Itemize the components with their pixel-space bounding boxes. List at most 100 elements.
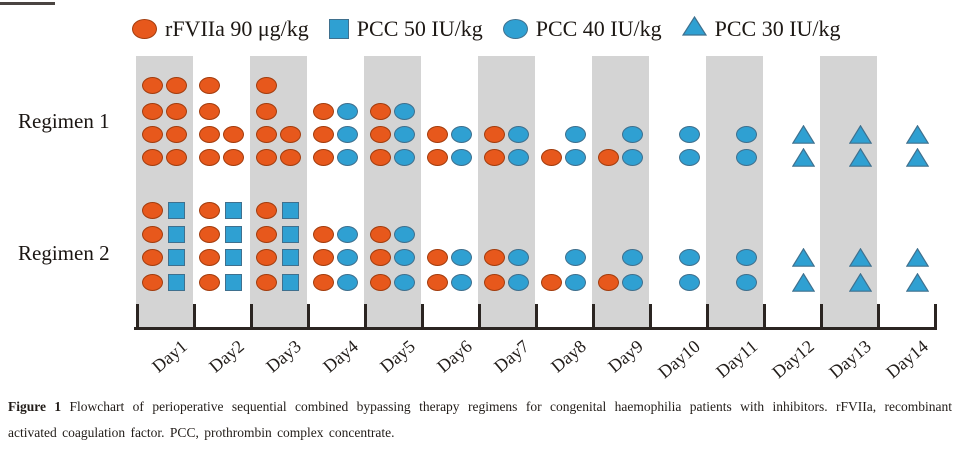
regimen-1-label: Regimen 1 xyxy=(18,109,110,133)
dose-marker-o xyxy=(198,201,220,219)
axis-label-day5: Day5 xyxy=(376,336,419,377)
dose-marker-b xyxy=(393,102,415,120)
dose-marker-t xyxy=(791,247,815,267)
dose-marker-b xyxy=(735,248,757,266)
dose-marker-o xyxy=(222,148,244,166)
legend-label-pcc-30: PCC 30 IU/kg xyxy=(714,16,841,41)
dose-marker-o xyxy=(426,125,448,143)
x-axis-tick xyxy=(934,304,937,330)
dose-marker-o xyxy=(141,148,163,166)
dose-marker-o xyxy=(312,148,334,166)
dose-marker-o xyxy=(597,273,619,291)
axis-label-day3: Day3 xyxy=(262,336,305,377)
dose-marker-o xyxy=(255,201,277,219)
dose-marker-b xyxy=(393,273,415,291)
dose-marker-o xyxy=(279,125,301,143)
dose-marker-t xyxy=(791,272,815,292)
x-axis-tick xyxy=(820,304,823,330)
dose-marker-b xyxy=(678,148,700,166)
blue-square-icon xyxy=(328,19,349,39)
x-axis-tick xyxy=(763,304,766,330)
dose-marker-o xyxy=(426,148,448,166)
axis-label-day1: Day1 xyxy=(148,336,191,377)
dose-marker-o xyxy=(141,225,163,243)
dose-marker-b xyxy=(393,148,415,166)
dose-marker-o xyxy=(369,248,391,266)
dose-marker-t xyxy=(905,247,929,267)
axis-label-day7: Day7 xyxy=(490,336,533,377)
dose-marker-b xyxy=(564,248,586,266)
dose-marker-o xyxy=(141,201,163,219)
blue-ellipse-icon xyxy=(502,19,528,39)
dose-marker-s xyxy=(281,225,299,243)
dose-marker-o xyxy=(597,148,619,166)
dose-marker-o xyxy=(198,248,220,266)
axis-label-day13: Day13 xyxy=(825,336,875,383)
dose-marker-s xyxy=(224,273,242,291)
x-axis-tick xyxy=(478,304,481,330)
legend-item-pcc-30: PCC 30 IU/kg xyxy=(681,15,841,42)
dose-marker-s xyxy=(224,248,242,266)
dose-marker-s xyxy=(281,273,299,291)
legend-label-pcc-40: PCC 40 IU/kg xyxy=(535,16,662,41)
dose-marker-o xyxy=(222,125,244,143)
dose-marker-b xyxy=(621,273,643,291)
dose-marker-o xyxy=(198,102,220,120)
dose-marker-o xyxy=(198,273,220,291)
dose-marker-o xyxy=(369,273,391,291)
x-axis-tick xyxy=(877,304,880,330)
page-edge-artifact xyxy=(0,2,55,5)
dose-marker-o xyxy=(165,125,187,143)
dose-marker-s xyxy=(281,201,299,219)
dose-marker-o xyxy=(255,273,277,291)
dose-marker-b xyxy=(735,273,757,291)
dose-marker-b xyxy=(336,225,358,243)
day-band-day13 xyxy=(820,56,877,327)
figure-caption-text: Flowchart of perioperative sequential co… xyxy=(8,399,953,440)
axis-label-day11: Day11 xyxy=(711,336,761,382)
legend-label-rfviia-90: rFVIIa 90 μg/kg xyxy=(165,16,309,41)
dose-marker-b xyxy=(564,273,586,291)
dose-marker-b xyxy=(336,125,358,143)
dose-marker-t xyxy=(791,124,815,144)
dose-marker-b xyxy=(678,248,700,266)
dose-marker-b xyxy=(450,248,472,266)
dose-marker-b xyxy=(336,148,358,166)
dose-marker-o xyxy=(141,125,163,143)
axis-label-day10: Day10 xyxy=(654,336,704,383)
dose-marker-o xyxy=(141,76,163,94)
dose-marker-b xyxy=(450,125,472,143)
dose-marker-b xyxy=(393,125,415,143)
dose-marker-o xyxy=(312,225,334,243)
dose-marker-o xyxy=(369,225,391,243)
axis-label-day12: Day12 xyxy=(768,336,818,383)
dose-marker-o xyxy=(426,248,448,266)
dose-marker-b xyxy=(507,125,529,143)
dose-marker-b xyxy=(621,148,643,166)
dose-marker-t xyxy=(905,272,929,292)
dose-marker-o xyxy=(483,248,505,266)
dose-marker-o xyxy=(165,148,187,166)
x-axis-tick xyxy=(250,304,253,330)
regimen-2-label: Regimen 2 xyxy=(18,241,110,265)
dose-marker-b xyxy=(564,125,586,143)
axis-label-day6: Day6 xyxy=(433,336,476,377)
x-axis-tick xyxy=(307,304,310,330)
axis-label-day14: Day14 xyxy=(882,336,932,383)
dose-marker-o xyxy=(483,273,505,291)
dose-marker-o xyxy=(312,273,334,291)
dose-marker-o xyxy=(312,248,334,266)
dose-marker-o xyxy=(483,125,505,143)
x-axis-tick xyxy=(136,304,139,330)
dose-marker-s xyxy=(167,225,185,243)
dose-marker-t xyxy=(905,147,929,167)
dose-marker-o xyxy=(369,125,391,143)
legend-item-rfviia-90: rFVIIa 90 μg/kg xyxy=(132,16,309,42)
dose-marker-s xyxy=(281,248,299,266)
dose-marker-o xyxy=(255,248,277,266)
dose-marker-t xyxy=(848,147,872,167)
dose-marker-o xyxy=(540,148,562,166)
dose-marker-s xyxy=(224,201,242,219)
dose-marker-s xyxy=(167,273,185,291)
